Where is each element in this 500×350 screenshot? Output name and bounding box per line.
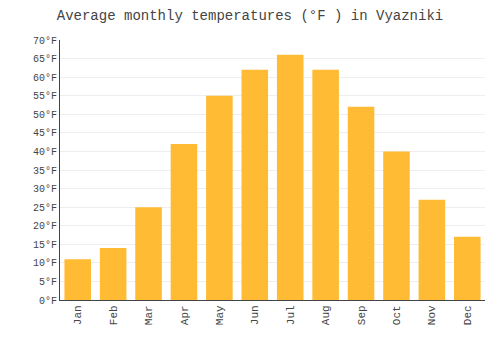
- svg-text:Oct: Oct: [391, 305, 403, 325]
- svg-text:5°F: 5°F: [39, 277, 57, 288]
- svg-text:45°F: 45°F: [33, 128, 57, 139]
- svg-text:50°F: 50°F: [33, 110, 57, 121]
- svg-text:25°F: 25°F: [33, 203, 57, 214]
- svg-text:Jan: Jan: [72, 305, 84, 325]
- svg-text:0°F: 0°F: [39, 296, 57, 307]
- svg-text:70°F: 70°F: [33, 36, 57, 47]
- svg-text:15°F: 15°F: [33, 240, 57, 251]
- svg-text:35°F: 35°F: [33, 166, 57, 177]
- svg-text:Nov: Nov: [426, 305, 438, 325]
- svg-text:Apr: Apr: [179, 305, 191, 325]
- svg-text:60°F: 60°F: [33, 73, 57, 84]
- svg-text:10°F: 10°F: [33, 258, 57, 269]
- svg-text:Jul: Jul: [285, 305, 297, 325]
- svg-text:Jun: Jun: [249, 305, 261, 325]
- svg-text:Feb: Feb: [108, 305, 120, 325]
- svg-text:Mar: Mar: [143, 305, 155, 325]
- svg-text:20°F: 20°F: [33, 221, 57, 232]
- svg-text:65°F: 65°F: [33, 54, 57, 65]
- svg-text:55°F: 55°F: [33, 91, 57, 102]
- svg-text:May: May: [214, 305, 226, 325]
- svg-text:30°F: 30°F: [33, 184, 57, 195]
- svg-text:40°F: 40°F: [33, 147, 57, 158]
- svg-text:Average monthly temperatures (: Average monthly temperatures (°F ) in Vy…: [57, 8, 443, 24]
- svg-text:Dec: Dec: [462, 305, 474, 325]
- svg-text:Aug: Aug: [320, 305, 332, 325]
- svg-text:Sep: Sep: [356, 305, 368, 325]
